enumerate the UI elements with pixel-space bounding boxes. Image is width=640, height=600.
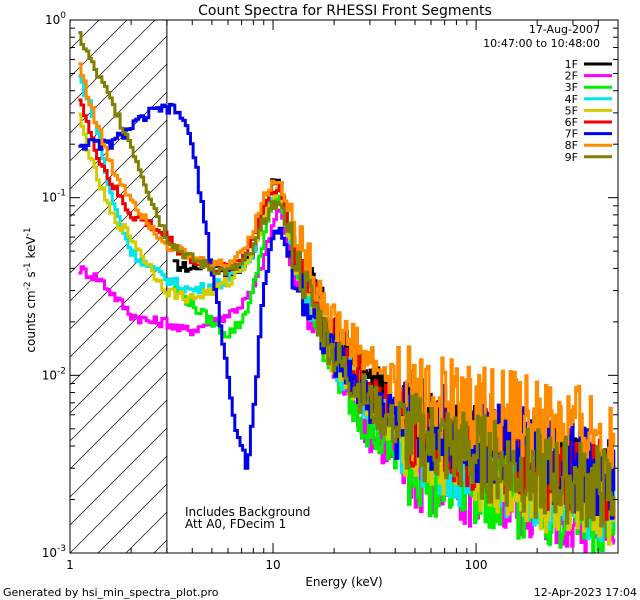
- annotation-attenuator: Att A0, FDecim 1: [185, 517, 286, 531]
- y-tick-label: 10-3: [42, 544, 66, 560]
- legend-label-5F: 5F: [565, 104, 578, 117]
- hatch-line: [70, 147, 167, 246]
- y-axis-label-sup2: -1: [23, 262, 33, 271]
- annotation-background: Includes Background: [185, 505, 310, 519]
- chart-title: Count Spectra for RHESSI Front Segments: [198, 3, 492, 19]
- footer-timestamp: 12-Apr-2023 17:04: [534, 586, 637, 599]
- x-tick-label: 1: [66, 558, 74, 572]
- y-axis-label-mid: s: [24, 271, 38, 281]
- series-line-9F: [78, 31, 616, 528]
- legend-label-8F: 8F: [565, 139, 578, 152]
- hatch-line: [70, 20, 156, 106]
- legend-label-2F: 2F: [565, 70, 578, 83]
- hatch-line: [70, 371, 167, 470]
- y-axis-label-sup3: -1: [23, 227, 33, 236]
- legend-label-4F: 4F: [565, 93, 578, 106]
- hatch-line: [70, 231, 167, 330]
- legend-label-3F: 3F: [565, 81, 578, 94]
- hatch-line: [70, 455, 167, 553]
- legend-label-7F: 7F: [565, 128, 578, 141]
- series-group: [78, 31, 616, 553]
- axis-ticks: 1 10 100 10-3 10-2 10-1 100: [42, 11, 619, 572]
- hatch-line: [70, 63, 167, 162]
- hatch-line: [70, 35, 167, 134]
- hatch-line: [70, 399, 167, 498]
- x-axis-label: Energy (keV): [305, 575, 382, 589]
- legend-time-range: 10:47:00 to 10:48:00: [483, 37, 600, 50]
- footer-generated-by: Generated by hsi_min_spectra_plot.pro: [3, 586, 219, 599]
- hatch-line: [70, 119, 167, 218]
- x-tick-label: 10: [265, 558, 280, 572]
- hatch-line: [70, 20, 100, 50]
- hatch-line: [70, 203, 167, 302]
- x-tick-label: 100: [465, 558, 488, 572]
- hatch-line: [70, 259, 167, 358]
- y-tick-label: 10-2: [42, 366, 66, 382]
- legend-label-1F: 1F: [565, 58, 578, 71]
- y-axis-label-base: counts cm: [24, 290, 38, 352]
- y-axis-label: counts cm-2 s-1 keV-1: [23, 227, 38, 352]
- legend-label-6F: 6F: [565, 116, 578, 129]
- y-tick-label: 100: [45, 11, 66, 27]
- plot-frame: [69, 19, 619, 554]
- legend-label-9F: 9F: [565, 151, 578, 164]
- y-axis-label-sup1: -2: [23, 281, 33, 290]
- y-axis-label-unit: keV: [24, 236, 38, 263]
- legend-date: 17-Aug-2007: [529, 23, 600, 36]
- hatch-line: [70, 427, 167, 526]
- y-tick-label: 10-1: [42, 189, 66, 205]
